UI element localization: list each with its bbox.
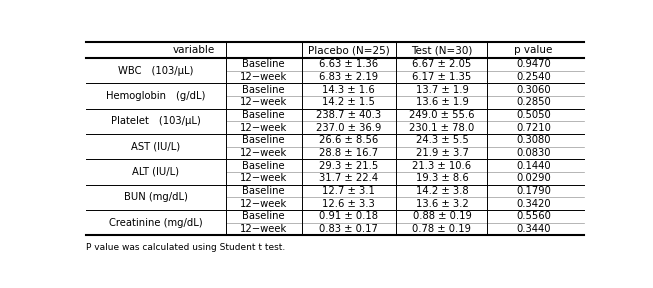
- Text: Baseline: Baseline: [242, 59, 285, 69]
- Text: Creatinine (mg/dL): Creatinine (mg/dL): [109, 217, 202, 228]
- Text: p value: p value: [515, 45, 552, 55]
- Text: 237.0 ± 36.9: 237.0 ± 36.9: [316, 122, 381, 132]
- Text: 6.17 ± 1.35: 6.17 ± 1.35: [412, 72, 471, 82]
- Text: 14.2 ± 3.8: 14.2 ± 3.8: [416, 186, 468, 196]
- Text: Baseline: Baseline: [242, 211, 285, 221]
- Text: P value was calculated using Student t test.: P value was calculated using Student t t…: [86, 243, 285, 252]
- Text: 0.3420: 0.3420: [517, 198, 551, 209]
- Text: 0.9470: 0.9470: [516, 59, 551, 69]
- Text: 6.83 ± 2.19: 6.83 ± 2.19: [319, 72, 378, 82]
- Text: 0.3060: 0.3060: [517, 84, 551, 94]
- Text: 0.0830: 0.0830: [517, 148, 550, 158]
- Text: 12−week: 12−week: [240, 122, 287, 132]
- Text: 12−week: 12−week: [240, 72, 287, 82]
- Text: 0.5560: 0.5560: [516, 211, 551, 221]
- Text: 0.5050: 0.5050: [516, 110, 551, 120]
- Text: Baseline: Baseline: [242, 160, 285, 170]
- Text: 0.2850: 0.2850: [516, 97, 551, 107]
- Text: 21.3 ± 10.6: 21.3 ± 10.6: [413, 160, 471, 170]
- Text: 29.3 ± 21.5: 29.3 ± 21.5: [319, 160, 379, 170]
- Text: 0.78 ± 0.19: 0.78 ± 0.19: [413, 224, 471, 234]
- Text: 24.3 ± 5.5: 24.3 ± 5.5: [415, 135, 468, 145]
- Text: 0.88 ± 0.19: 0.88 ± 0.19: [413, 211, 471, 221]
- Text: 6.67 ± 2.05: 6.67 ± 2.05: [412, 59, 471, 69]
- Text: 12−week: 12−week: [240, 97, 287, 107]
- Text: 12−week: 12−week: [240, 198, 287, 209]
- Text: 0.2540: 0.2540: [516, 72, 551, 82]
- Text: Baseline: Baseline: [242, 186, 285, 196]
- Text: 0.0290: 0.0290: [516, 173, 551, 183]
- Text: WBC (103/μL): WBC (103/μL): [118, 65, 193, 75]
- Text: 230.1 ± 78.0: 230.1 ± 78.0: [409, 122, 475, 132]
- Text: Platelet (103/μL): Platelet (103/μL): [111, 116, 200, 126]
- Text: 13.6 ± 3.2: 13.6 ± 3.2: [415, 198, 468, 209]
- Text: 12−week: 12−week: [240, 148, 287, 158]
- Text: 0.7210: 0.7210: [516, 122, 551, 132]
- Text: 31.7 ± 22.4: 31.7 ± 22.4: [319, 173, 378, 183]
- Text: 238.7 ± 40.3: 238.7 ± 40.3: [316, 110, 381, 120]
- Text: 12.7 ± 3.1: 12.7 ± 3.1: [323, 186, 375, 196]
- Text: AST (IU/L): AST (IU/L): [131, 141, 180, 151]
- Text: Baseline: Baseline: [242, 110, 285, 120]
- Text: 12.6 ± 3.3: 12.6 ± 3.3: [323, 198, 375, 209]
- Text: 6.63 ± 1.36: 6.63 ± 1.36: [319, 59, 378, 69]
- Text: 12−week: 12−week: [240, 224, 287, 234]
- Text: 14.3 ± 1.6: 14.3 ± 1.6: [323, 84, 375, 94]
- Text: 13.7 ± 1.9: 13.7 ± 1.9: [415, 84, 468, 94]
- Text: 13.6 ± 1.9: 13.6 ± 1.9: [415, 97, 468, 107]
- Text: 0.1790: 0.1790: [516, 186, 551, 196]
- Text: 0.3440: 0.3440: [517, 224, 550, 234]
- Text: ALT (IU/L): ALT (IU/L): [133, 167, 180, 177]
- Text: Test (N=30): Test (N=30): [411, 45, 473, 55]
- Text: 19.3 ± 8.6: 19.3 ± 8.6: [415, 173, 468, 183]
- Text: 0.83 ± 0.17: 0.83 ± 0.17: [319, 224, 378, 234]
- Text: 14.2 ± 1.5: 14.2 ± 1.5: [323, 97, 375, 107]
- Text: 21.9 ± 3.7: 21.9 ± 3.7: [415, 148, 468, 158]
- Text: 249.0 ± 55.6: 249.0 ± 55.6: [409, 110, 475, 120]
- Text: Baseline: Baseline: [242, 135, 285, 145]
- Text: 0.91 ± 0.18: 0.91 ± 0.18: [319, 211, 378, 221]
- Text: 28.8 ± 16.7: 28.8 ± 16.7: [319, 148, 378, 158]
- Text: 12−week: 12−week: [240, 173, 287, 183]
- Text: Baseline: Baseline: [242, 84, 285, 94]
- Text: 0.1440: 0.1440: [517, 160, 551, 170]
- Text: Placebo (N=25): Placebo (N=25): [308, 45, 390, 55]
- Text: BUN (mg/dL): BUN (mg/dL): [124, 192, 187, 202]
- Text: 26.6 ± 8.56: 26.6 ± 8.56: [319, 135, 379, 145]
- Text: variable: variable: [172, 45, 215, 55]
- Text: 0.3080: 0.3080: [517, 135, 550, 145]
- Text: Hemoglobin (g/dL): Hemoglobin (g/dL): [106, 91, 206, 101]
